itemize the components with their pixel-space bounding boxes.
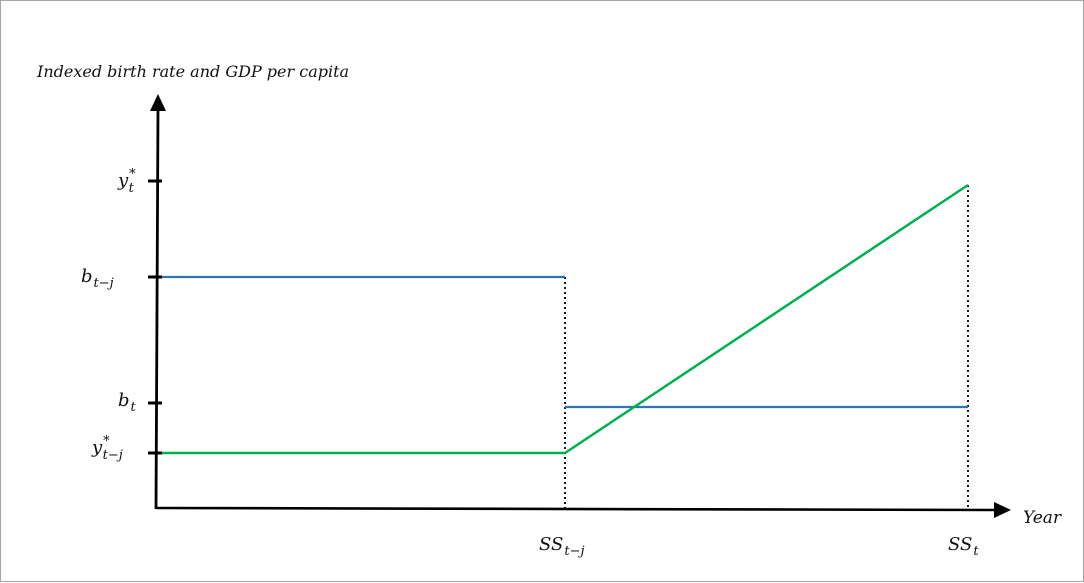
label-ss-t: SSt	[948, 534, 979, 559]
label-b-t: bt	[118, 390, 137, 415]
x-axis-arrowhead	[994, 502, 1011, 518]
y-axis	[154, 108, 160, 510]
label-y-star-t: y* t	[117, 167, 136, 196]
x-axis	[155, 506, 997, 512]
label-y-star-t-minus-j: y* t−j	[91, 434, 123, 463]
gdp-line-after	[564, 183, 969, 455]
label-b-t-minus-j: bt−j	[81, 266, 114, 291]
label-ss-t-minus-j: SSt−j	[539, 534, 585, 559]
y-axis-title: Indexed birth rate and GDP per capita	[36, 62, 349, 81]
x-axis-title: Year	[1023, 508, 1062, 528]
y-axis-arrowhead	[150, 94, 166, 111]
